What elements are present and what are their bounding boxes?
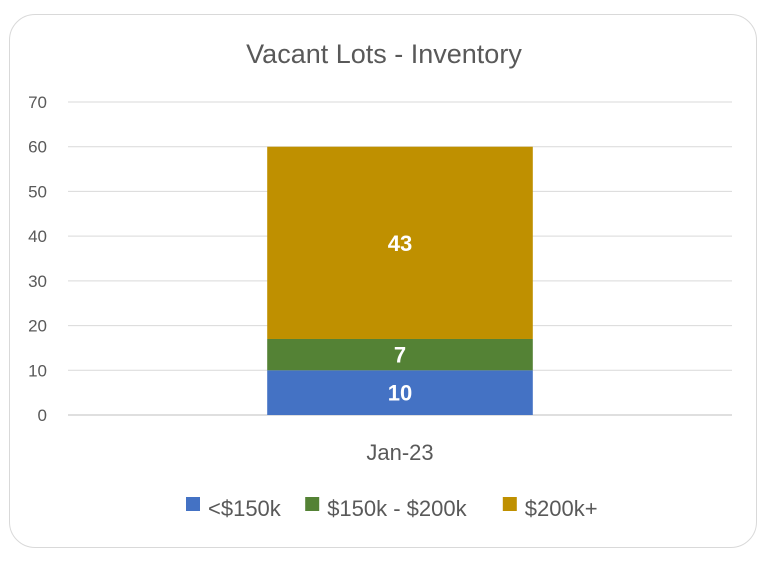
- y-tick-label: 20: [28, 317, 47, 336]
- y-tick-label: 60: [28, 138, 47, 157]
- y-tick-label: 50: [28, 182, 47, 201]
- legend-swatch: [305, 497, 320, 511]
- legend-swatch: [502, 497, 517, 511]
- chart-title: Vacant Lots - Inventory: [246, 39, 522, 69]
- data-label: 43: [388, 231, 412, 256]
- y-tick-label: 0: [38, 406, 47, 425]
- y-tick-label: 40: [28, 227, 47, 246]
- legend: <$150k $150k - $200k $200k+: [186, 496, 598, 521]
- legend-label: $200k+: [525, 496, 598, 521]
- bar-segment: [267, 338, 533, 371]
- legend-label: <$150k: [208, 496, 282, 521]
- data-label: 10: [388, 381, 412, 406]
- y-axis-tick-labels: 0 10 20 30 40 50 60 70: [28, 93, 47, 425]
- data-labels: 10 7 43: [388, 231, 412, 406]
- y-tick-label: 10: [28, 361, 47, 380]
- y-tick-label: 30: [28, 272, 47, 291]
- category-label: Jan-23: [366, 440, 433, 465]
- bar-stack: [267, 146, 533, 415]
- legend-swatch: [186, 497, 200, 511]
- y-tick-label: 70: [28, 93, 47, 112]
- bar-segment: [267, 370, 533, 415]
- x-axis-category-labels: Jan-23: [366, 440, 433, 465]
- data-label: 7: [394, 343, 406, 368]
- legend-label: $150k - $200k: [327, 496, 467, 521]
- bar-segment: [267, 146, 533, 339]
